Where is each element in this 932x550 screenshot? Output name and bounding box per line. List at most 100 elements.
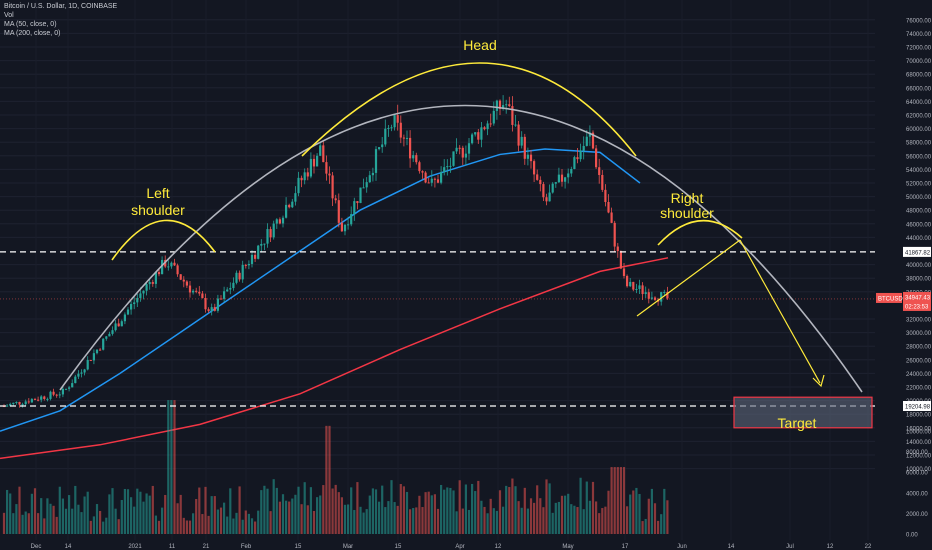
y-tick-label: 70000.00 [906,59,932,65]
volume-bar [412,508,415,534]
candle-body [272,223,275,238]
volume-bar [458,480,461,534]
y-tick-label: 50000.00 [906,195,932,201]
volume-bar [433,494,436,534]
volume-bar [409,509,412,534]
volume-bar [312,510,316,534]
candle-body [489,123,492,125]
candle-body [557,174,560,183]
volume-bar [306,505,309,534]
vol-tick-label: 2000.00 [906,512,928,518]
volume-bar [374,489,378,534]
candle-body [120,321,123,327]
ma200-path [0,257,669,460]
volume-bar [666,500,669,534]
volume-bar [480,500,483,534]
volume-bar [99,510,102,534]
volume-bar [272,479,275,534]
candle-body [502,105,505,109]
candle-body [458,147,461,149]
candle-body [142,290,145,294]
candle-body [15,401,18,403]
candle-body [582,145,585,151]
y-tick-label: 46000.00 [906,222,932,228]
current-price-tag-bg [903,291,931,302]
volume-bar [188,520,192,534]
candle-body [564,177,567,182]
candle-body [650,297,653,299]
vol-tick-label: 6000.00 [906,471,928,477]
volume-bar [359,506,362,534]
volume-bar [294,494,297,534]
candle-body [68,387,71,389]
volume-bar [399,484,402,534]
candle-body [433,178,436,180]
candle-body [291,201,294,208]
y-tick-label: 10000.00 [906,467,932,473]
y-tick-label: 44000.00 [906,236,932,242]
volume-bar [660,514,663,534]
volume-bar [117,519,120,534]
volume-bar [610,467,613,534]
candle-body [533,161,536,175]
volume-bar [195,499,198,534]
volume-bar [564,495,567,534]
candle-body [365,182,368,188]
candle-body [629,281,632,287]
candle-body [387,127,390,129]
volume-bar [219,507,223,534]
legend-vol: Vol [4,12,14,19]
candle-body [595,148,598,168]
volume-bar [471,483,474,534]
candle-body [350,214,353,225]
y-tick-label: 74000.00 [906,32,932,38]
legend: Bitcoin / U.S. Dollar, 1D, COINBASE Vol … [4,2,117,38]
candle-body [188,285,192,293]
volume-bar [266,488,269,534]
y-tick-label: 32000.00 [906,318,932,324]
candle-body [505,104,508,106]
candle-body [92,353,95,361]
candle-body [471,134,474,144]
volume-bar [489,498,492,534]
volume-bar [529,498,533,534]
x-tick-label: Mar [343,544,353,550]
right-shoulder-label: Right [671,190,704,206]
price-axis: 76000.00 74000.00 72000.00 70000.00 68000.00… [876,18,932,539]
volume-bar [641,521,644,534]
candle-body [21,404,24,406]
candle-body [74,376,77,384]
volume-bar [145,493,148,534]
volume-bar [591,481,595,534]
candle-body [133,302,136,305]
candle-body [455,147,458,152]
y-tick-label: 28000.00 [906,345,932,351]
volume-bar [164,494,167,534]
candle-body [24,401,27,405]
volume-bar [523,487,526,534]
volume-bar [148,495,151,534]
volume-bar [68,495,71,534]
x-tick-label: 12 [827,544,834,550]
candle-body [526,154,529,159]
candle-body [83,369,86,373]
x-tick-label: Feb [241,544,252,550]
y-tick-label: 30000.00 [906,331,932,337]
volume-bar [229,488,232,534]
candle-body [260,244,263,246]
support-tag-bg [903,401,931,412]
candle-body [201,293,204,299]
left-shoulder-label: Left [146,185,169,201]
candle-body [328,173,331,176]
candle-body [384,128,387,145]
candle-body [151,282,154,284]
volume-bar [452,490,455,534]
volume-bar [371,488,374,534]
candle-body [480,127,483,140]
volume-bar [71,508,74,534]
candle-body [269,229,272,238]
volume-bar [495,510,498,534]
volume-bar [393,502,396,534]
candle-body [548,192,551,202]
